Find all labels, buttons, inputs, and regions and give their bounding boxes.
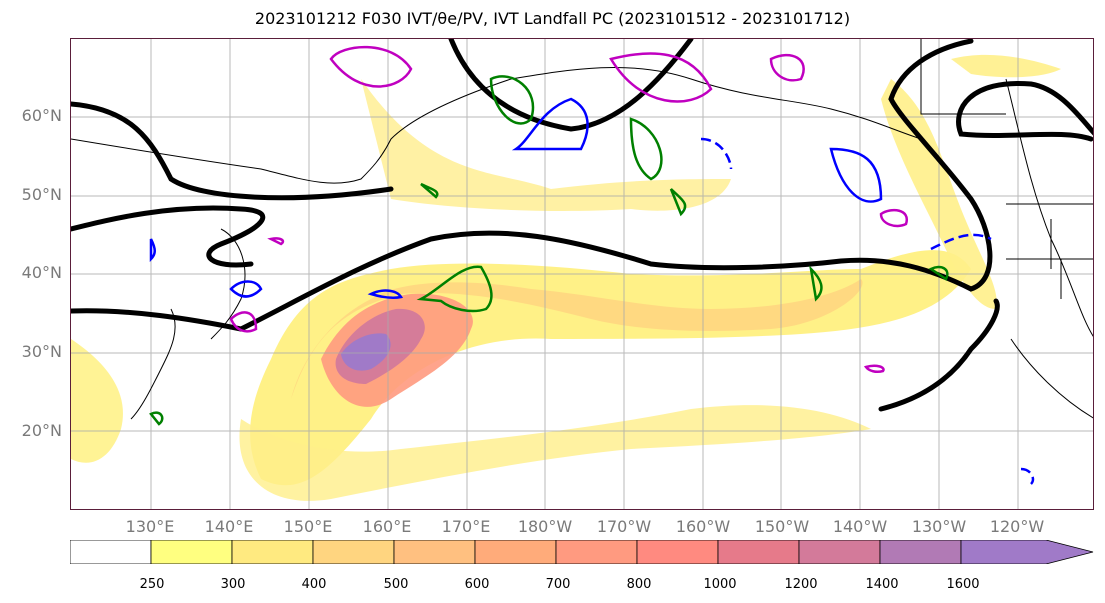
pv-contours — [229, 45, 909, 374]
colorbar-segment — [717, 540, 800, 564]
colorbar-segment — [636, 540, 719, 564]
colorbar-tick-1000: 1000 — [703, 577, 737, 592]
lon-label-160w: 160°W — [675, 517, 731, 536]
lon-label-140e: 140°E — [204, 517, 254, 536]
lon-label-180w: 180°W — [517, 517, 573, 536]
theta-e-contours — [71, 39, 1093, 412]
lat-label-20n: 20°N — [21, 421, 62, 440]
colorbar-tick-400: 400 — [301, 577, 327, 592]
lon-label-150w: 150°W — [754, 517, 810, 536]
colorbar-segment — [798, 540, 881, 564]
lon-label-130w: 130°W — [911, 517, 967, 536]
lon-label-130e: 130°E — [125, 517, 175, 536]
lon-label-170w: 170°W — [596, 517, 652, 536]
colorbar-tick-250: 250 — [139, 577, 165, 592]
lat-label-60n: 60°N — [21, 106, 62, 125]
colorbar-segment — [70, 540, 152, 564]
colorbar-segment — [393, 540, 476, 564]
lat-label-40n: 40°N — [21, 263, 62, 282]
colorbar-segment — [312, 540, 395, 564]
lon-label-140w: 140°W — [832, 517, 888, 536]
green-contours — [149, 75, 949, 426]
colorbar-segment — [231, 540, 314, 564]
map-panel — [70, 38, 1094, 510]
colorbar-segment — [555, 540, 638, 564]
colorbar-tick-800: 800 — [626, 577, 652, 592]
colorbar-tick-600: 600 — [464, 577, 490, 592]
colorbar-tick-1600: 1600 — [946, 577, 980, 592]
ivt-shading — [71, 54, 1061, 501]
colorbar-segment — [879, 540, 962, 564]
colorbar-tick-300: 300 — [220, 577, 246, 592]
colorbar-tick-1400: 1400 — [865, 577, 899, 592]
colorbar-tick-700: 700 — [545, 577, 571, 592]
lon-label-160e: 160°E — [362, 517, 412, 536]
blue-contours — [149, 97, 1035, 485]
colorbar-tick-500: 500 — [383, 577, 409, 592]
colorbar-segment — [474, 540, 557, 564]
map-canvas — [71, 39, 1093, 509]
lat-label-50n: 50°N — [21, 185, 62, 204]
lat-label-30n: 30°N — [21, 342, 62, 361]
colorbar — [70, 540, 1094, 564]
lon-label-150e: 150°E — [283, 517, 333, 536]
colorbar-segment — [150, 540, 233, 564]
chart-title: 2023101212 F030 IVT/θe/PV, IVT Landfall … — [254, 9, 851, 28]
colorbar-tick-1200: 1200 — [784, 577, 818, 592]
lon-label-170e: 170°E — [441, 517, 491, 536]
lon-label-120w: 120°W — [989, 517, 1045, 536]
colorbar-segment — [960, 540, 1094, 564]
